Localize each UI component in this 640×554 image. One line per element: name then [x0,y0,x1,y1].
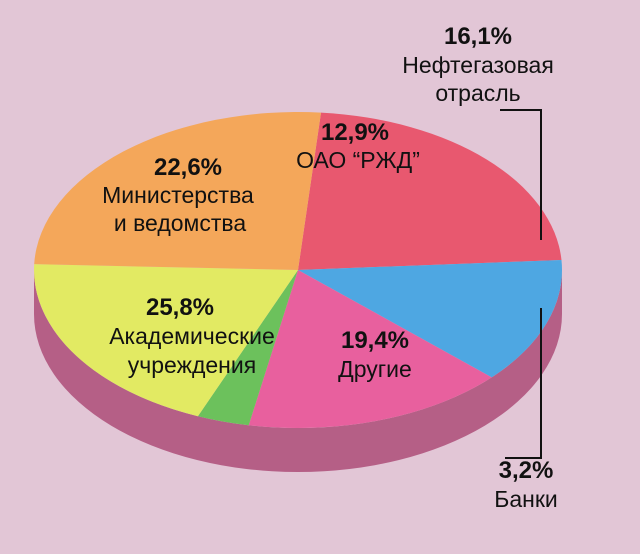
leader-line-oil-gas [500,109,542,240]
pie-slice-3 [197,270,298,426]
slice-label-name-oil-gas-line1: Нефтегазовая [402,52,554,78]
slice-label-name-academic-line1: Академические [109,323,275,349]
slice-label-name-ministries-line1: Министерства [102,182,254,208]
pie-slice-5 [34,111,322,270]
pie-side-depth [34,270,562,472]
slice-label-percent-other: 19,4% [341,327,409,354]
pie-slice-1 [298,259,562,378]
slice-label-name-oil-gas-line2: отрасль [435,80,520,106]
slice-label-name-ministries-line2: и ведомства [114,210,247,236]
slice-label-percent-banks: 3,2% [499,457,554,484]
slice-label-name-other: Другие [338,356,412,382]
pie-slice-2 [248,270,492,428]
slice-label-name-banks: Банки [494,486,558,512]
pie-slices [34,111,562,428]
pie-slice-4 [34,264,299,417]
slice-label-percent-oil-gas: 16,1% [444,23,512,50]
slice-label-percent-ministries: 22,6% [154,154,222,181]
leader-line-banks [505,308,542,459]
slice-label-name-rzd: ОАО “РЖД” [296,147,420,173]
slice-label-percent-academic: 25,8% [146,294,214,321]
slice-label-name-academic-line2: учреждения [128,352,256,378]
pie-slice-0 [298,112,562,271]
slice-label-percent-rzd: 12,9% [321,119,389,146]
